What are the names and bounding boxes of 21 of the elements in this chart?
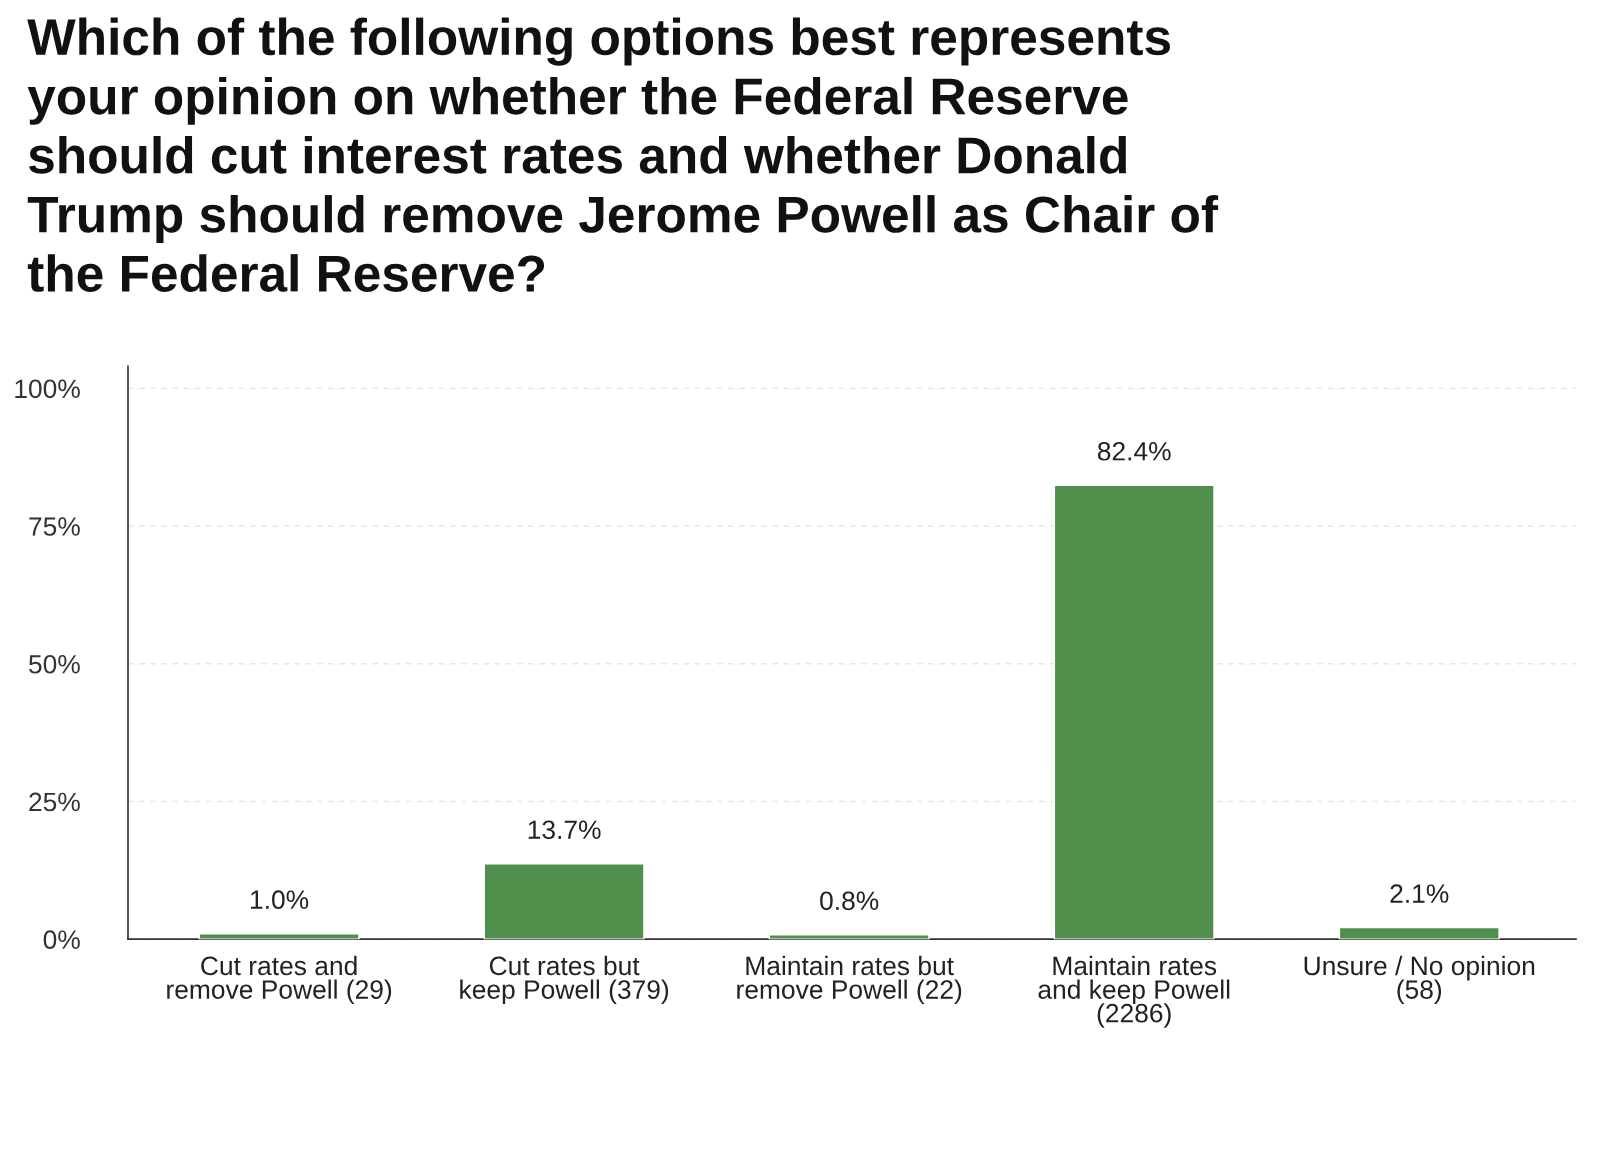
data-label: 13.7% — [528, 820, 601, 840]
bar — [1053, 484, 1215, 940]
chart-title: Which of the following options best represents your opinion on whether the Federal Reserve should cut interest rates and whether Donald Trump should remove Jerome Powell as Chair of the Federal Reserve? — [27, 17, 1219, 292]
x-tick-label: Cut rates but keep Powell (379) — [460, 955, 669, 1005]
y-tick-label: 25% — [29, 792, 80, 812]
bar — [768, 934, 930, 940]
x-tick-label: Maintain rates and keep Powell (2286) — [1038, 955, 1230, 1028]
y-tick-label: 50% — [29, 654, 80, 674]
data-label: 0.8% — [820, 891, 879, 911]
bar — [483, 863, 645, 940]
data-label: 82.4% — [1097, 441, 1171, 461]
data-label: 1.0% — [251, 890, 309, 910]
bar — [198, 932, 360, 940]
y-tick-label: 75% — [29, 517, 80, 536]
y-tick-label: 100% — [15, 379, 80, 399]
bar — [1338, 926, 1500, 940]
x-tick-label: Cut rates and remove Powell (29) — [167, 955, 392, 1005]
x-tick-label: Maintain rates but remove Powell (22) — [737, 955, 962, 1005]
y-tick-label: 0% — [43, 930, 80, 950]
data-label: 2.1% — [1390, 884, 1449, 903]
x-tick-label: Unsure / No opinion (58) — [1304, 955, 1535, 1005]
